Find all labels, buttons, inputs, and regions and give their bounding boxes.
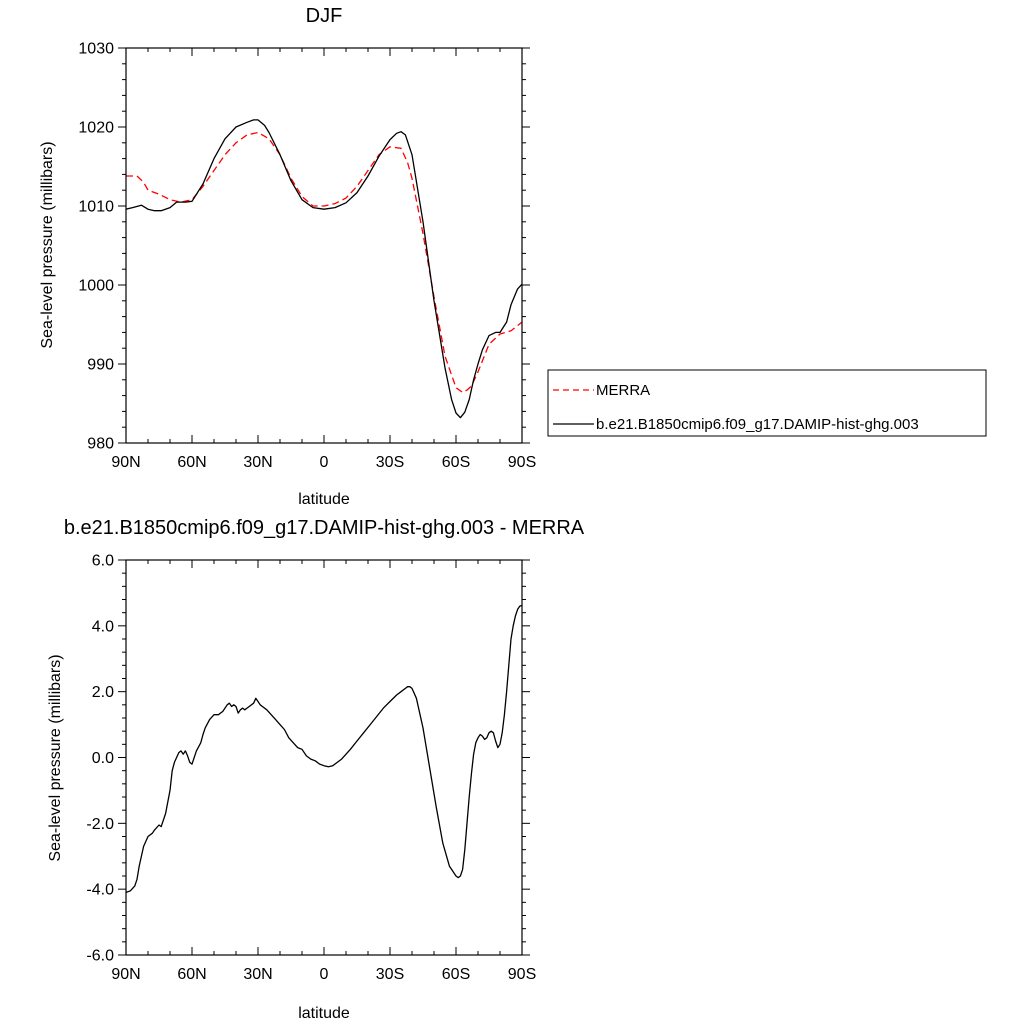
bottom-x-axis-label: latitude <box>298 1005 350 1022</box>
bottom-ytick-label: -6.0 <box>86 948 114 965</box>
top-x-axis-label: latitude <box>298 491 350 508</box>
top-ytick-label: 1010 <box>78 199 114 216</box>
bottom-xtick-label: 60N <box>177 966 206 983</box>
bottom-ytick-label: -2.0 <box>86 816 114 833</box>
bottom-ytick-label: 4.0 <box>92 618 114 635</box>
bottom-xtick-label: 90N <box>111 966 140 983</box>
top-ytick-label: 1000 <box>78 278 114 295</box>
top-ytick-label: 1030 <box>78 41 114 58</box>
top-chart-title: DJF <box>306 5 343 27</box>
bottom-xtick-label: 30N <box>243 966 272 983</box>
top-xtick-label: 0 <box>320 454 329 471</box>
bottom-axes: 90N 60N 30N 0 30S 60S 90S -6.0 -4.0 -2.0 0.0 2.0 4.0… <box>86 553 536 984</box>
legend-model-label: b.e21.B1850cmip6.f09_g17.DAMIP-hist-ghg.… <box>596 416 919 433</box>
bottom-plot-area <box>126 604 522 894</box>
bottom-panel: b.e21.B1850cmip6.f09_g17.DAMIP-hist-ghg.… <box>47 517 585 1022</box>
bottom-ytick-label: 6.0 <box>92 553 114 570</box>
top-xtick-label: 30S <box>376 454 404 471</box>
bottom-ytick-label: -4.0 <box>86 882 114 899</box>
bottom-ytick-label: 2.0 <box>92 684 114 701</box>
top-xtick-label: 60N <box>177 454 206 471</box>
bottom-xtick-label: 0 <box>320 966 329 983</box>
top-plot-frame <box>125 47 523 444</box>
top-xtick-label: 30N <box>243 454 272 471</box>
top-xtick-label: 90S <box>508 454 536 471</box>
top-xtick-label: 60S <box>442 454 470 471</box>
bottom-y-axis-label: Sea-level pressure (millibars) <box>47 654 64 861</box>
top-series-line-1 <box>126 119 522 419</box>
bottom-xtick-label: 90S <box>508 966 536 983</box>
top-ytick-label: 990 <box>87 357 114 374</box>
bottom-plot-frame <box>125 559 523 956</box>
top-ytick-label: 1020 <box>78 120 114 137</box>
bottom-xtick-label: 60S <box>442 966 470 983</box>
legend-box <box>547 369 987 437</box>
top-y-axis-label: Sea-level pressure (millibars) <box>39 141 56 348</box>
bottom-xtick-label: 30S <box>376 966 404 983</box>
bottom-chart-title: b.e21.B1850cmip6.f09_g17.DAMIP-hist-ghg.… <box>64 517 585 539</box>
legend-merra-label: MERRA <box>596 382 650 399</box>
top-series-line-0 <box>126 131 522 394</box>
top-xtick-label: 90N <box>111 454 140 471</box>
legend: MERRA b.e21.B1850cmip6.f09_g17.DAMIP-his… <box>547 369 987 437</box>
bottom-series-line-0 <box>126 604 522 894</box>
top-plot-area <box>126 119 522 419</box>
top-axes: 90N 60N 30N 0 30S 60S 90S 980 990 1000 1010 1020 103… <box>78 41 536 472</box>
top-ytick-label: 980 <box>87 436 114 453</box>
bottom-ytick-label: 0.0 <box>92 750 114 767</box>
top-panel: DJF 90N 60N 30N 0 30S 60S 90S 980 990 1000 1010 102… <box>39 5 987 508</box>
